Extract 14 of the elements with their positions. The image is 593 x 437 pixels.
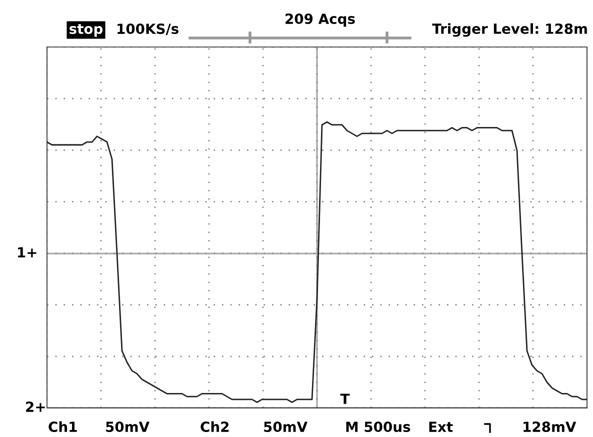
text: Ch2 [200, 421, 229, 432]
text: stop [70, 24, 103, 37]
ref-line-label: 1+ [18, 247, 36, 258]
text: Trigger Level: 128m [432, 23, 587, 37]
text: 50mV [106, 422, 150, 432]
text: 100KS/s [118, 24, 178, 36]
text: 2+ [26, 402, 45, 412]
text: 209 Acqs [286, 14, 355, 27]
text: 50mV [264, 422, 308, 432]
text: Ext [429, 422, 453, 432]
text: 128mV [524, 422, 576, 432]
text: Ch1 [48, 421, 77, 432]
text: M 500us [346, 422, 410, 432]
annotation: T [340, 394, 350, 404]
